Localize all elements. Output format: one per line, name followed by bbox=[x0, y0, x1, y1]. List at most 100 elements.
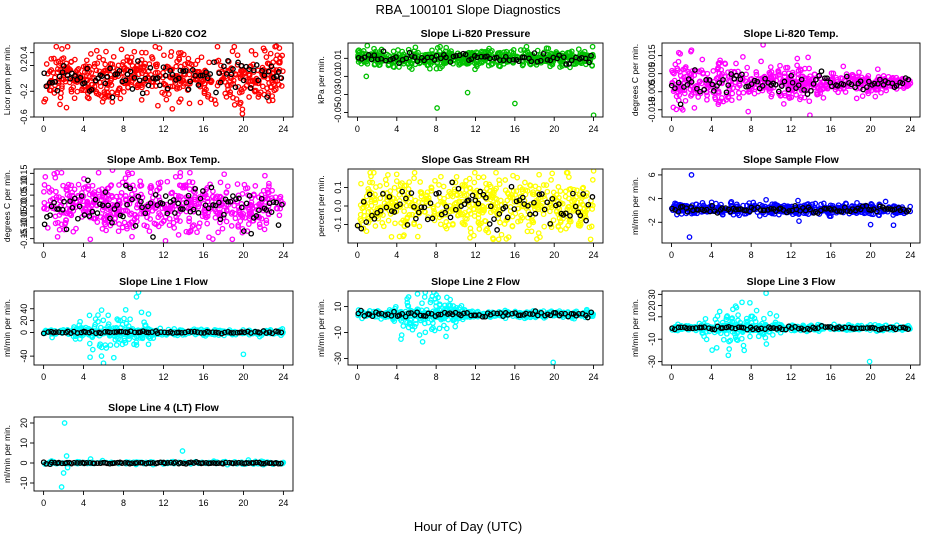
data-point bbox=[154, 61, 160, 68]
overlay-point bbox=[360, 198, 367, 205]
data-point bbox=[176, 55, 182, 61]
data-point bbox=[129, 233, 135, 240]
data-point bbox=[133, 204, 140, 211]
data-point bbox=[475, 174, 482, 181]
x-axis: 0 4 8 12 16 20 24 bbox=[41, 365, 288, 382]
data-point bbox=[712, 96, 719, 102]
overlay-point bbox=[109, 94, 116, 101]
y-axis: -0.10.00.1 bbox=[333, 181, 348, 232]
overlay-point bbox=[905, 76, 912, 83]
data-point bbox=[838, 75, 844, 81]
overlay-point bbox=[669, 205, 676, 212]
overlay-point bbox=[692, 67, 698, 73]
data-point bbox=[70, 84, 77, 90]
data-point bbox=[156, 185, 163, 192]
data-point bbox=[114, 89, 121, 96]
data-point bbox=[532, 183, 539, 190]
data-point bbox=[271, 87, 278, 94]
data-point bbox=[433, 65, 440, 72]
data-point bbox=[459, 220, 466, 226]
data-point bbox=[111, 219, 118, 226]
data-point bbox=[103, 227, 109, 234]
data-point bbox=[794, 55, 801, 62]
data-point bbox=[102, 212, 109, 218]
overlay-point bbox=[138, 198, 144, 205]
data-point bbox=[372, 199, 379, 206]
overlay-point bbox=[169, 71, 176, 78]
x-tick-label: 4 bbox=[394, 124, 399, 134]
overlay-point bbox=[46, 79, 53, 86]
overlay-point bbox=[494, 227, 500, 233]
data-point bbox=[368, 173, 374, 180]
data-point bbox=[788, 94, 795, 101]
x-tick-label: 16 bbox=[198, 372, 208, 382]
overlay-point bbox=[881, 206, 888, 212]
data-point bbox=[89, 202, 96, 208]
data-point bbox=[100, 56, 107, 63]
data-point bbox=[133, 339, 140, 346]
outlier-point bbox=[276, 45, 283, 51]
data-point bbox=[171, 203, 178, 209]
data-point bbox=[53, 43, 60, 50]
overlay-point bbox=[452, 206, 459, 213]
data-point bbox=[799, 73, 806, 80]
data-point bbox=[733, 201, 740, 208]
data-point bbox=[492, 200, 499, 207]
x-tick-label: 12 bbox=[470, 124, 480, 134]
data-point bbox=[117, 95, 124, 102]
overlay-point bbox=[162, 72, 169, 79]
overlay-point bbox=[354, 222, 361, 229]
data-point bbox=[441, 200, 447, 207]
data-point bbox=[541, 223, 548, 230]
data-point bbox=[246, 72, 252, 79]
overlay-point bbox=[147, 64, 154, 71]
overlay-point bbox=[192, 185, 199, 192]
overlay-point bbox=[566, 61, 572, 67]
data-point bbox=[110, 354, 117, 361]
data-point bbox=[753, 71, 760, 78]
data-point bbox=[212, 101, 219, 107]
overlay-point bbox=[53, 329, 59, 335]
overlay-point bbox=[716, 80, 723, 86]
overlay-point bbox=[874, 208, 880, 215]
data-point bbox=[415, 49, 421, 56]
overlay-point bbox=[549, 195, 556, 202]
overlay-point bbox=[431, 57, 438, 63]
data-point bbox=[522, 179, 528, 186]
data-point bbox=[385, 62, 392, 69]
data-point bbox=[105, 323, 111, 330]
data-point bbox=[146, 228, 153, 235]
data-point bbox=[566, 207, 573, 214]
overlay-point bbox=[429, 215, 436, 222]
overlay-point bbox=[562, 210, 569, 217]
overlay-point bbox=[261, 72, 268, 79]
data-point bbox=[92, 321, 99, 328]
data-point bbox=[715, 101, 722, 108]
data-point bbox=[92, 215, 99, 222]
overlay-point bbox=[563, 61, 570, 67]
data-point bbox=[853, 95, 860, 102]
data-point bbox=[677, 72, 684, 79]
overlay-point bbox=[442, 209, 448, 216]
x-tick-label: 20 bbox=[238, 124, 248, 134]
data-point bbox=[96, 54, 103, 61]
data-point bbox=[43, 61, 50, 67]
outlier-point bbox=[890, 222, 897, 229]
data-point bbox=[769, 75, 775, 81]
outlier-point bbox=[807, 112, 813, 117]
data-point bbox=[397, 204, 403, 210]
overlay-point bbox=[247, 85, 254, 91]
overlay-point bbox=[204, 75, 211, 82]
data-point bbox=[120, 89, 127, 95]
data-point bbox=[424, 189, 431, 196]
data-point bbox=[882, 198, 889, 205]
data-point bbox=[859, 93, 866, 99]
overlay-point bbox=[838, 208, 845, 215]
overlay-point bbox=[85, 177, 91, 184]
data-point bbox=[510, 47, 517, 53]
data-point bbox=[740, 54, 746, 60]
overlay-point bbox=[893, 82, 900, 89]
data-point bbox=[46, 189, 53, 195]
overlay-point bbox=[553, 202, 559, 209]
data-point bbox=[237, 218, 244, 224]
